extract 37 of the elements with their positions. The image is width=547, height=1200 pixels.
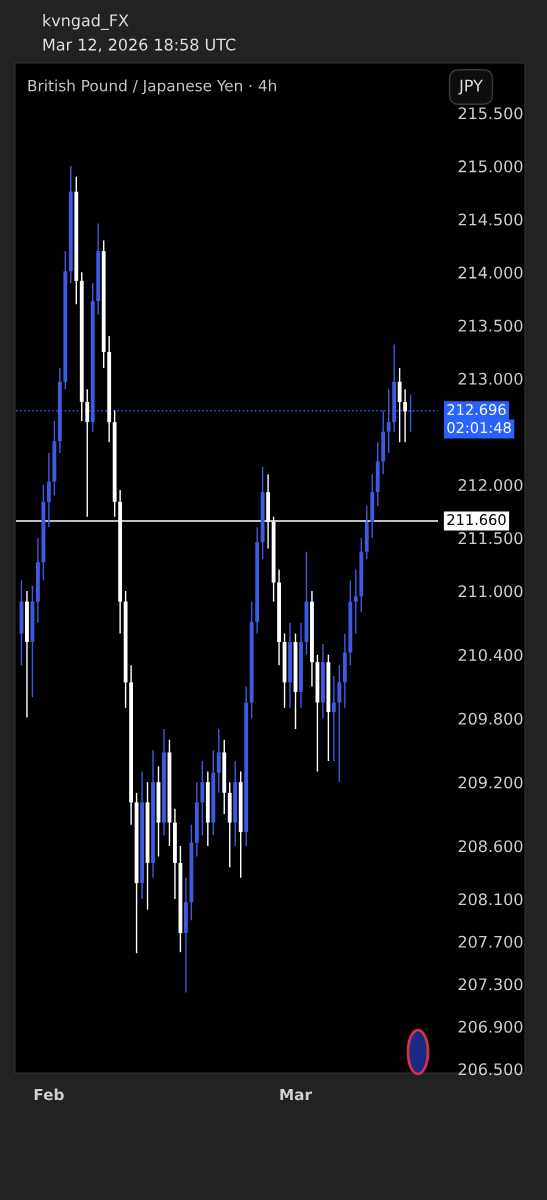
y-tick-label: 213.000	[458, 372, 523, 385]
y-tick-label: 212.000	[458, 478, 523, 492]
x-tick-label: Feb	[34, 1088, 64, 1101]
candlestick	[46, 452, 51, 528]
y-tick-label: 211.000	[458, 585, 523, 598]
y-tick-label: 215.000	[458, 160, 523, 173]
candlestick	[403, 388, 408, 443]
y-tick-label: 207.300	[458, 978, 523, 991]
candlestick	[200, 760, 205, 837]
candlestick	[331, 675, 336, 762]
y-tick-label: 214.000	[458, 266, 523, 279]
ref-line-label: 211.660	[447, 514, 506, 526]
y-tick-label: 210.400	[458, 648, 523, 662]
ref-line-label: 212.696	[447, 404, 506, 416]
y-tick-label: 207.700	[458, 935, 523, 948]
y-tick-label: 208.100	[458, 893, 523, 906]
text: kvngad_FX	[43, 14, 129, 30]
candlestick	[353, 569, 358, 635]
y-tick-label: 213.500	[458, 319, 523, 332]
y-tick-label: 206.500	[458, 1063, 523, 1076]
y-tick-label: 211.500	[458, 532, 523, 545]
candlestick	[85, 388, 90, 518]
y-tick-label: 209.200	[458, 776, 523, 789]
chart-title: British Pound / Japanese Yen · 4h	[28, 79, 276, 95]
candlestick	[216, 728, 221, 794]
y-tick-label: 209.800	[458, 712, 523, 725]
y-tick-label: 214.500	[458, 213, 523, 226]
x-tick-label: Mar	[280, 1088, 312, 1101]
y-tick-label: 215.500	[458, 107, 523, 120]
candlestick	[397, 367, 402, 443]
text: JPY	[458, 79, 483, 95]
y-tick-label: 206.900	[458, 1020, 523, 1033]
candlestick	[337, 664, 342, 783]
y-tick-label: 208.600	[458, 840, 523, 853]
text: Mar 12, 2026 18:58 UTC	[43, 38, 236, 53]
text: 02:01:48	[447, 422, 511, 434]
candlestick	[386, 388, 391, 454]
